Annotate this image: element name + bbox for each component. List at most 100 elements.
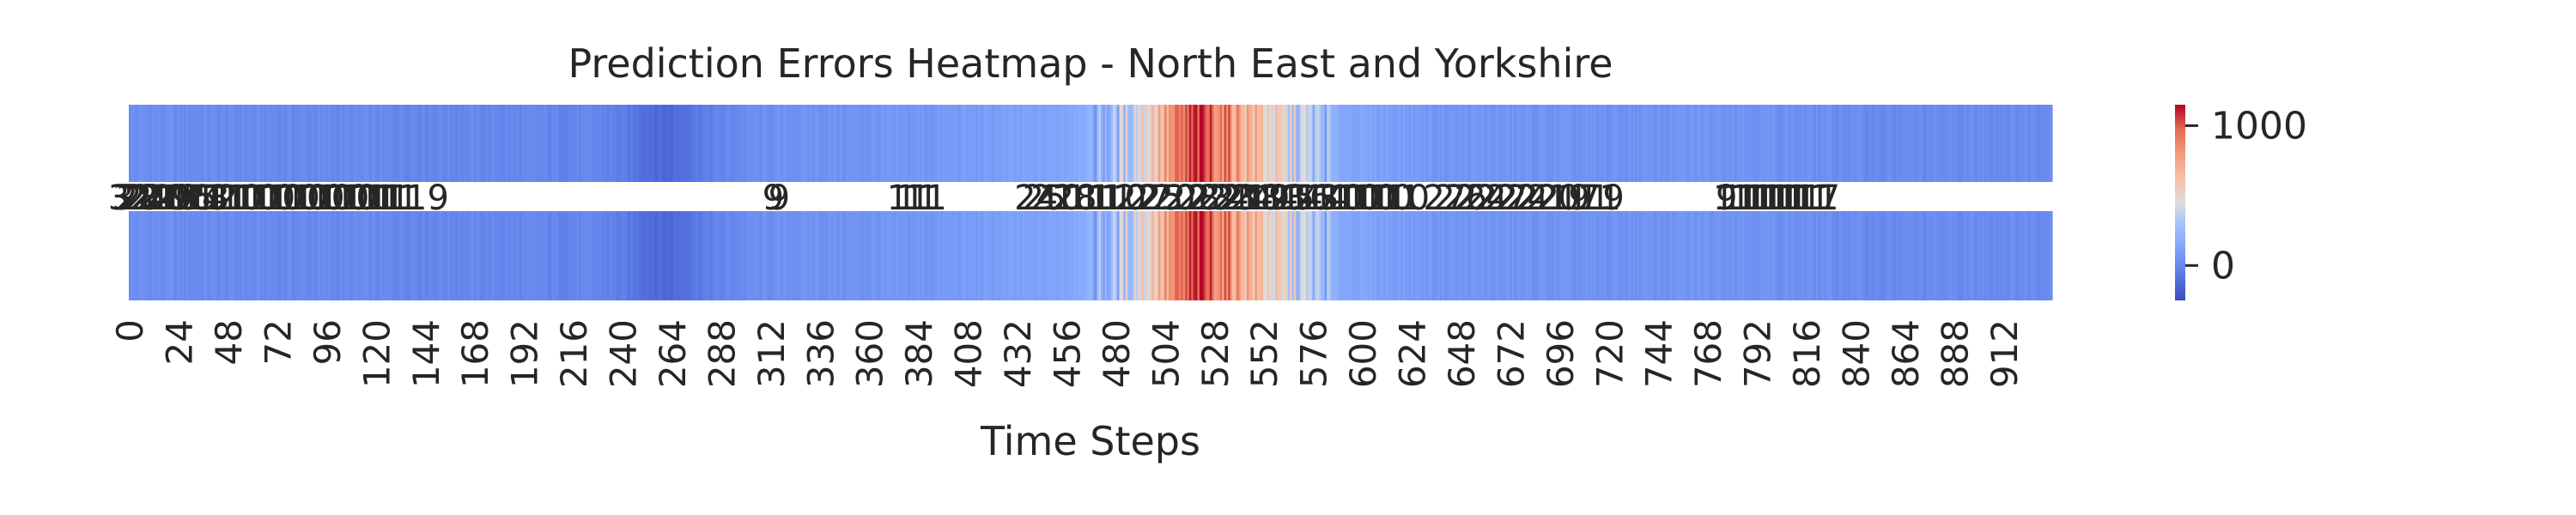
heatmap-cell	[1107, 105, 1110, 182]
heatmap-cell	[1710, 211, 1714, 300]
heatmap-cell	[418, 105, 422, 182]
cell-annotation: 24	[1014, 179, 1058, 218]
heatmap-cell	[895, 211, 898, 300]
heatmap-cell	[1924, 105, 1928, 182]
heatmap-cell	[2013, 105, 2016, 182]
heatmap-cell	[445, 105, 448, 182]
heatmap-cell	[319, 211, 323, 300]
heatmap-cell	[1579, 211, 1583, 300]
heatmap-cell	[1402, 105, 1406, 182]
heatmap-cell	[597, 105, 600, 182]
heatmap-cell	[1316, 105, 1320, 182]
heatmap-cell	[560, 211, 563, 300]
heatmap-cell	[1635, 105, 1638, 182]
heatmap-cell	[2025, 105, 2028, 182]
heatmap-cell	[1992, 211, 1996, 300]
heatmap-cell	[817, 211, 820, 300]
heatmap-cell	[1879, 105, 1882, 182]
heatmap-cell	[2039, 211, 2043, 300]
heatmap-cell	[270, 211, 274, 300]
heatmap-cell	[1789, 105, 1792, 182]
heatmap-cell	[1175, 211, 1178, 300]
heatmap-cell	[1076, 105, 1079, 182]
heatmap-cell	[840, 105, 843, 182]
heatmap-cell	[1349, 211, 1352, 300]
heatmap-cell	[422, 211, 426, 300]
heatmap-cell	[336, 105, 339, 182]
heatmap-cell	[903, 211, 907, 300]
cell-annotation: 11	[1778, 179, 1822, 218]
heatmap-cell	[636, 105, 640, 182]
cell-annotation: 22	[1454, 179, 1498, 218]
heatmap-cell	[1474, 105, 1478, 182]
heatmap-cell	[940, 211, 944, 300]
heatmap-cell	[1312, 105, 1315, 182]
heatmap-cell	[1151, 105, 1155, 182]
heatmap-cell	[1370, 105, 1373, 182]
heatmap-cell	[1160, 105, 1163, 182]
heatmap-cell	[416, 105, 420, 182]
heatmap-cell	[725, 105, 728, 182]
heatmap-cell	[1801, 211, 1805, 300]
heatmap-cell	[642, 105, 646, 182]
heatmap-cell	[1437, 211, 1441, 300]
heatmap-cell	[321, 211, 325, 300]
heatmap-cell	[802, 211, 805, 300]
heatmap-cell	[1244, 211, 1248, 300]
heatmap-cell	[1133, 211, 1137, 300]
heatmap-cell	[1117, 105, 1121, 182]
heatmap-cell	[665, 211, 668, 300]
heatmap-cell	[1608, 105, 1612, 182]
heatmap-cell	[626, 211, 629, 300]
heatmap-cell	[455, 211, 459, 300]
cell-annotation: 11	[895, 179, 939, 218]
heatmap-cell	[1920, 105, 1923, 182]
heatmap-cell	[1094, 211, 1097, 300]
heatmap-cell	[470, 211, 473, 300]
heatmap-cell	[769, 211, 773, 300]
heatmap-cell	[1156, 105, 1159, 182]
heatmap-cell	[1436, 211, 1439, 300]
heatmap-cell	[451, 211, 454, 300]
heatmap-cell	[1930, 105, 1934, 182]
heatmap-cell	[1964, 105, 1967, 182]
heatmap-cell	[679, 211, 683, 300]
heatmap-cell	[1961, 211, 1965, 300]
heatmap-cell	[1394, 105, 1398, 182]
heatmap-cell	[1838, 105, 1842, 182]
heatmap-cell	[1764, 105, 1767, 182]
cell-annotation: 31	[112, 179, 156, 218]
heatmap-cell	[1308, 105, 1311, 182]
heatmap-cell	[1881, 211, 1885, 300]
heatmap-cell	[1861, 211, 1864, 300]
heatmap-cell	[619, 105, 623, 182]
heatmap-cell	[453, 211, 457, 300]
heatmap-cell	[1300, 105, 1303, 182]
heatmap-cell	[215, 105, 218, 182]
cell-annotation: 11	[1787, 179, 1831, 218]
heatmap-cell	[1437, 105, 1441, 182]
heatmap-cell	[866, 211, 870, 300]
x-tick-label: 648	[1441, 319, 1483, 388]
heatmap-cell	[1812, 211, 1814, 300]
heatmap-cell	[1902, 211, 1905, 300]
heatmap-cell	[445, 211, 448, 300]
heatmap-cell	[471, 105, 475, 182]
heatmap-cell	[143, 211, 146, 300]
heatmap-cell	[1374, 105, 1377, 182]
heatmap-cell	[1756, 211, 1759, 300]
heatmap-cell	[1832, 105, 1835, 182]
heatmap-cell	[1787, 105, 1790, 182]
heatmap-cell	[542, 105, 545, 182]
heatmap-cell	[883, 211, 886, 300]
heatmap-cell	[352, 211, 355, 300]
heatmap-cell	[2027, 211, 2031, 300]
heatmap-cell	[488, 211, 491, 300]
heatmap-cell	[720, 105, 724, 182]
heatmap-cell	[1676, 211, 1680, 300]
heatmap-cell	[434, 211, 438, 300]
heatmap-cell	[315, 211, 319, 300]
heatmap-cell	[1029, 105, 1032, 182]
heatmap-cell	[1322, 105, 1326, 182]
heatmap-cell	[1614, 105, 1618, 182]
